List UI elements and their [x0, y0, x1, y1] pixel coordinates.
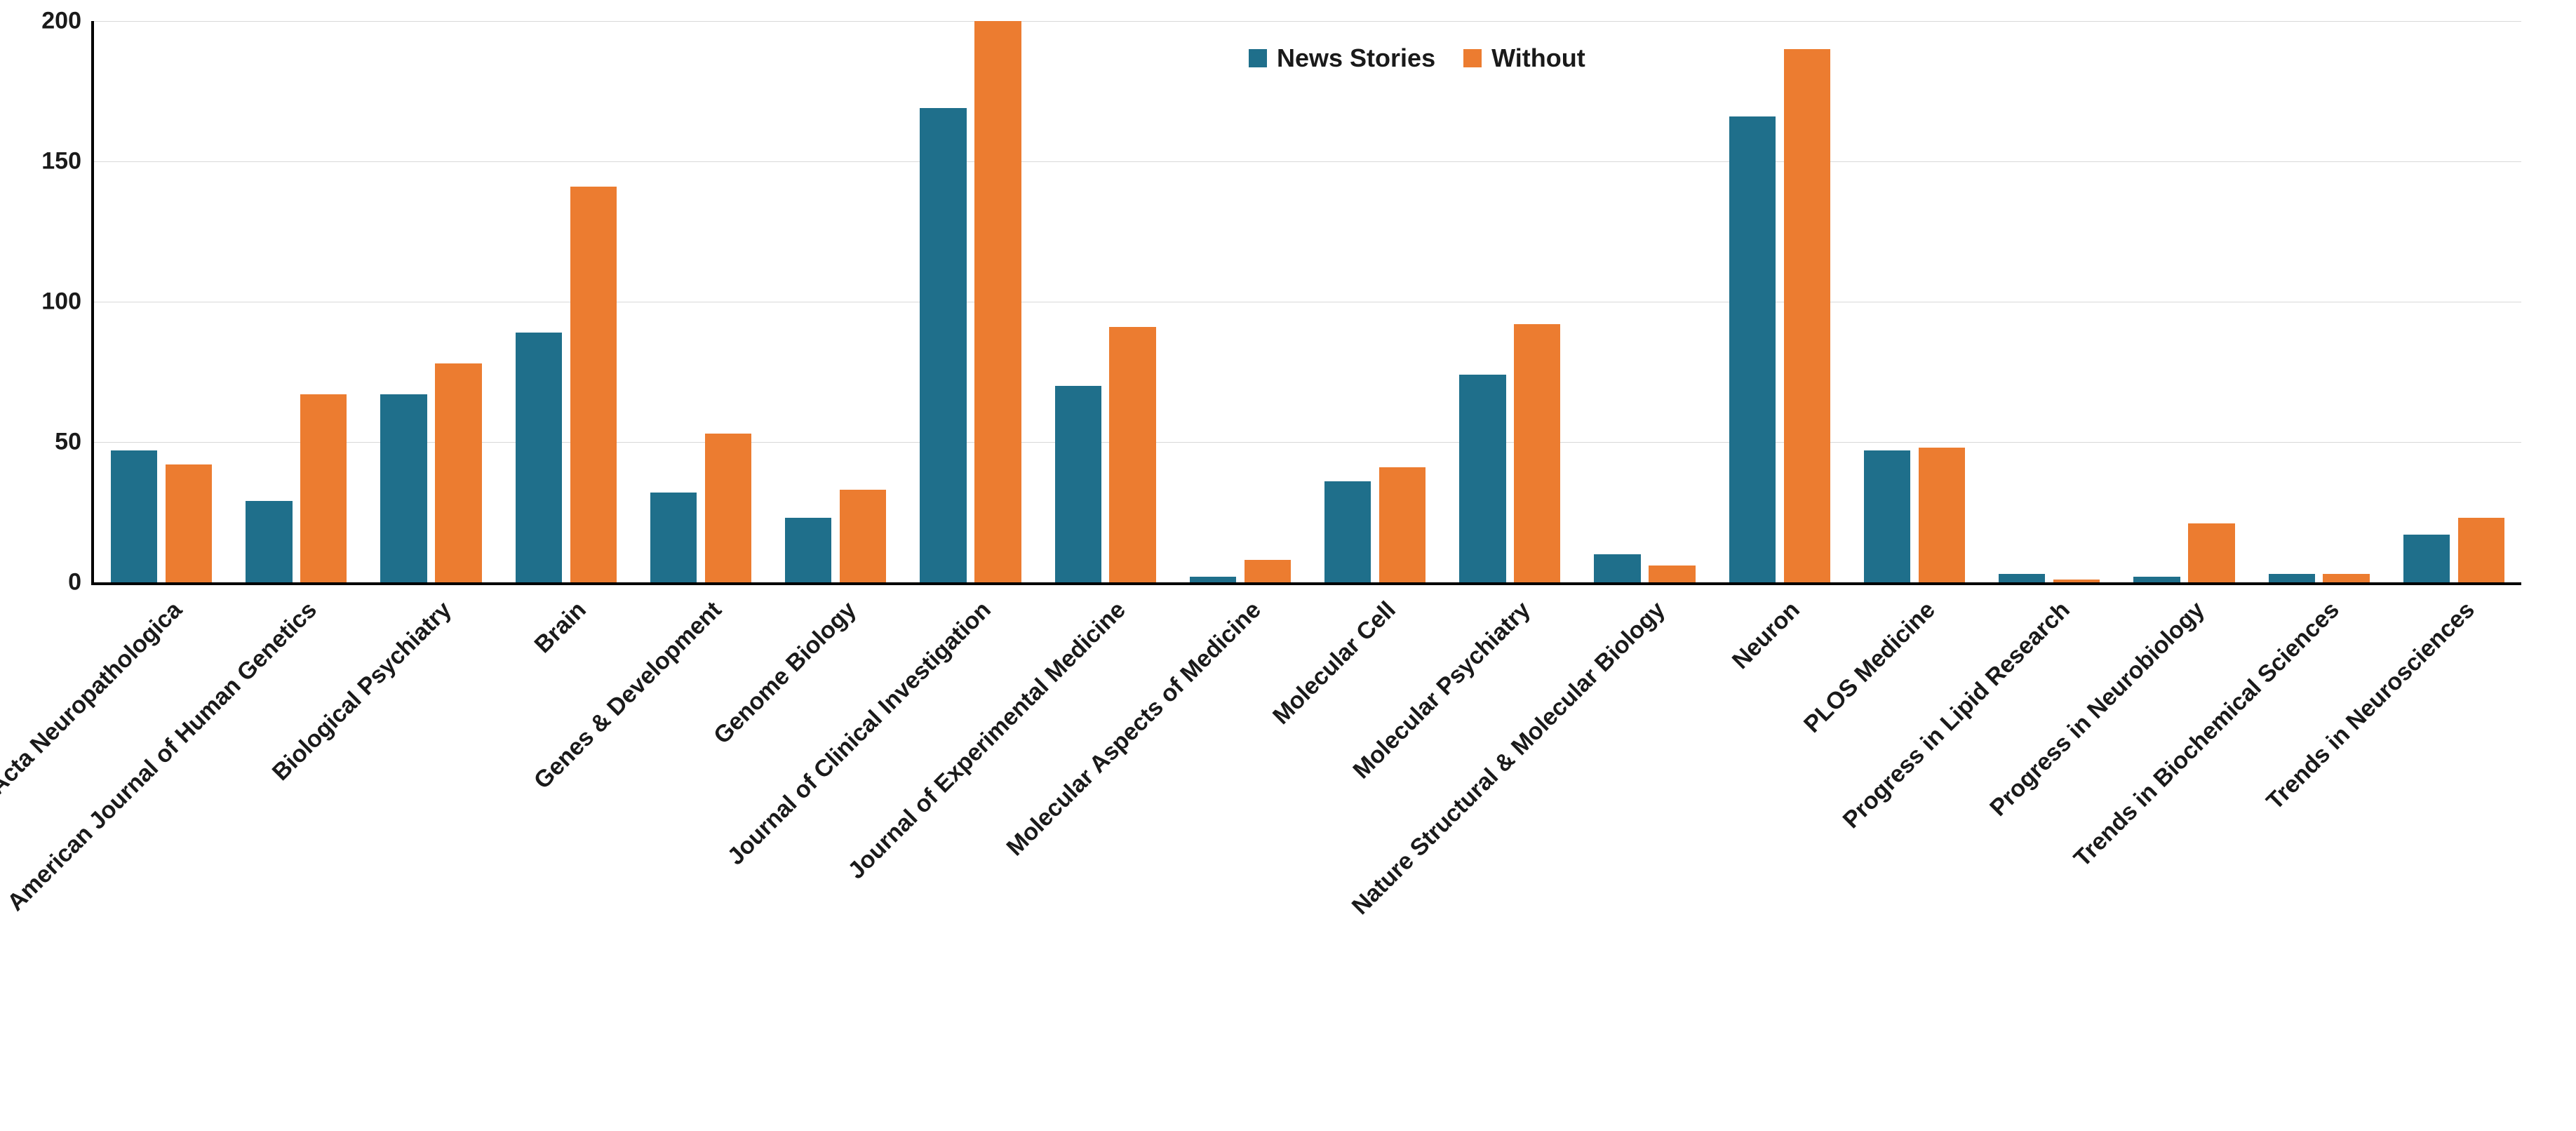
x-tick-label: Trends in Biochemical Sciences [2326, 340, 2576, 616]
y-tick-label: 50 [55, 429, 94, 456]
bar [1324, 481, 1371, 582]
bar [1999, 574, 2045, 582]
gridline [94, 21, 2521, 22]
x-tick-label-text: Neuron [1727, 596, 1806, 675]
bar [1055, 386, 1101, 582]
bar [1109, 327, 1155, 582]
x-tick-label-text: Brain [530, 596, 592, 659]
legend-label: News Stories [1277, 44, 1435, 73]
bar [300, 394, 347, 582]
x-tick-label-text: Trends in Biochemical Sciences [2069, 596, 2345, 873]
x-tick-label-text: Journal of Clinical Investigation [723, 596, 997, 871]
y-tick-label: 150 [41, 148, 94, 175]
legend-item: News Stories [1249, 44, 1435, 73]
x-tick-label-text: Progress in Neurobiology [1985, 596, 2210, 822]
x-tick-label-text: Nature Structural & Molecular Biology [1347, 596, 1671, 921]
bar [1729, 116, 1776, 582]
legend-label: Without [1491, 44, 1585, 73]
bar [516, 333, 562, 582]
legend: News Stories Without [1249, 44, 1585, 73]
x-tick-label-text: American Journal of Human Genetics [2, 596, 322, 916]
y-tick-label: 0 [68, 569, 94, 596]
bar [2403, 535, 2450, 582]
bar [920, 108, 966, 582]
bar [1864, 450, 1910, 582]
bar [650, 493, 697, 582]
bar [785, 518, 831, 582]
legend-item: Without [1463, 44, 1585, 73]
x-tick-label-text: Progress in Lipid Research [1838, 596, 2076, 834]
x-tick-label-text: Molecular Cell [1268, 596, 1402, 730]
plot-area: 050100150200Acta NeuropathologicaAmerica… [91, 21, 2521, 585]
x-tick-label-text: PLOS Medicine [1799, 596, 1941, 739]
bar [2133, 577, 2180, 582]
bar [1784, 49, 1830, 582]
y-tick-label: 200 [41, 8, 94, 35]
bar [111, 450, 157, 582]
bar [2269, 574, 2315, 582]
y-tick-label: 100 [41, 288, 94, 316]
bar [246, 501, 292, 582]
bar [1459, 375, 1505, 582]
bar [974, 21, 1021, 582]
legend-swatch [1249, 49, 1267, 67]
gridline [94, 161, 2521, 162]
x-tick-label-text: Molecular Aspects of Medicine [1001, 596, 1266, 862]
bar [435, 363, 481, 582]
legend-swatch [1463, 49, 1482, 67]
bar [380, 394, 427, 582]
bar [570, 187, 617, 582]
x-tick-label-text: Genome Biology [709, 596, 862, 750]
bar [1190, 577, 1236, 582]
x-tick-label-text: Journal of Experimental Medicine [843, 596, 1132, 885]
bar [1514, 324, 1560, 582]
chart-container: 050100150200Acta NeuropathologicaAmerica… [0, 0, 2576, 1131]
bar [1594, 554, 1640, 582]
